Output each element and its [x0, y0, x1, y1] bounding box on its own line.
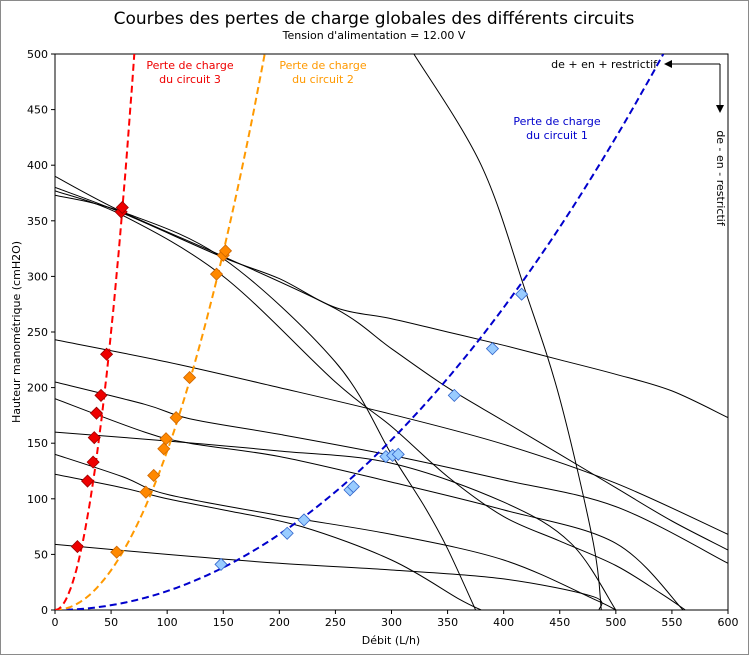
y-tick-label: 500 [27, 48, 48, 61]
operating-point-circuit-2 [157, 442, 171, 456]
system-curve-circuit-3 [55, 54, 136, 610]
pump-curve-5 [413, 54, 602, 610]
y-axis-ticks: 0 50 100 150 200 250 300 350 400 450 500 [27, 48, 55, 617]
circuit3-label-line1: Perte de charge [146, 59, 233, 72]
y-tick-label: 150 [27, 437, 48, 450]
operating-point-circuit-3 [80, 474, 95, 488]
operating-point-circuit-3 [94, 388, 108, 402]
operating-point-circuit-2 [147, 468, 161, 483]
y-tick-label: 350 [27, 215, 48, 228]
pump-curve-11 [55, 473, 482, 610]
y-axis-label: Hauteur manométrique (cmH2O) [10, 241, 23, 423]
pump-curve-1 [55, 175, 728, 551]
circuit2-label-line1: Perte de charge [279, 59, 366, 72]
pump-curve-3 [55, 190, 686, 610]
system-curve-circuit-1 [55, 54, 665, 610]
operating-point-circuit-3 [70, 540, 84, 554]
x-tick-label: 300 [381, 616, 402, 629]
operating-point-circuit-2 [183, 371, 197, 385]
chart-subtitle: Tension d'alimentation = 12.00 V [282, 29, 466, 42]
circuit3-label-line2: du circuit 3 [159, 73, 221, 86]
x-tick-label: 450 [549, 616, 570, 629]
operating-point-circuit-2 [110, 545, 124, 559]
system-curve-circuit-2 [55, 54, 266, 610]
operating-point-circuit-3 [100, 347, 114, 361]
pump-curve-6 [55, 339, 728, 535]
y-tick-label: 400 [27, 159, 48, 172]
operating-point-circuit-1 [297, 513, 311, 527]
y-tick-label: 200 [27, 382, 48, 395]
annotation-restrictive-up: de + en + restrictif [551, 58, 658, 71]
y-tick-label: 50 [34, 548, 48, 561]
plot-area-border [54, 53, 729, 611]
circuit2-label-line2: du circuit 2 [292, 73, 354, 86]
operating-point-circuit-3 [87, 431, 101, 445]
operating-point-circuit-2 [139, 485, 153, 499]
chart-title: Courbes des pertes de charge globales de… [114, 9, 635, 29]
x-axis-label: Débit (L/h) [362, 634, 420, 647]
y-tick-label: 0 [41, 604, 48, 617]
x-tick-label: 150 [213, 616, 234, 629]
x-tick-label: 350 [437, 616, 458, 629]
circuit1-label-line1: Perte de charge [513, 115, 600, 128]
operating-point-circuit-2 [218, 244, 233, 258]
operating-point-circuit-2 [159, 432, 173, 446]
x-tick-label: 400 [493, 616, 514, 629]
pump-curve-7 [55, 381, 728, 564]
operating-point-circuit-1 [214, 557, 228, 571]
x-tick-label: 200 [269, 616, 290, 629]
y-tick-label: 250 [27, 326, 48, 339]
pump-curve-8 [55, 398, 684, 610]
x-axis-ticks: 0 50 100 150 200 250 300 350 400 450 500 550 600 [52, 610, 739, 629]
circuit1-label-line2: du circuit 1 [526, 129, 588, 142]
system-curves [55, 54, 665, 610]
operating-point-circuit-3 [115, 200, 129, 215]
operating-point-circuit-1 [485, 342, 500, 356]
x-tick-label: 250 [325, 616, 346, 629]
operating-point-circuit-2 [169, 411, 183, 425]
x-tick-label: 100 [157, 616, 178, 629]
x-tick-label: 550 [661, 616, 682, 629]
operating-point-circuit-1 [447, 388, 461, 402]
x-tick-label: 600 [718, 616, 739, 629]
pump-curve-12 [55, 543, 603, 610]
operating-point-circuit-1 [280, 526, 294, 540]
x-tick-label: 0 [52, 616, 59, 629]
pump-curve-10 [55, 453, 617, 610]
y-tick-label: 100 [27, 493, 48, 506]
operating-point-circuit-1 [391, 447, 405, 461]
operating-point-circuit-1 [346, 480, 360, 494]
operating-point-circuit-3 [86, 455, 100, 469]
pump-curves [55, 54, 728, 610]
operating-points [70, 200, 529, 571]
operating-point-circuit-3 [89, 406, 104, 420]
pump-curve-2 [55, 186, 728, 419]
operating-point-circuit-2 [209, 267, 224, 281]
pump-curve-4 [55, 194, 477, 610]
x-tick-label: 50 [104, 616, 118, 629]
operating-point-circuit-1 [515, 287, 529, 301]
y-tick-label: 300 [27, 270, 48, 283]
x-tick-label: 500 [605, 616, 626, 629]
y-tick-label: 450 [27, 104, 48, 117]
annotation-restrictive-down: de - en - restrictif [714, 130, 727, 227]
